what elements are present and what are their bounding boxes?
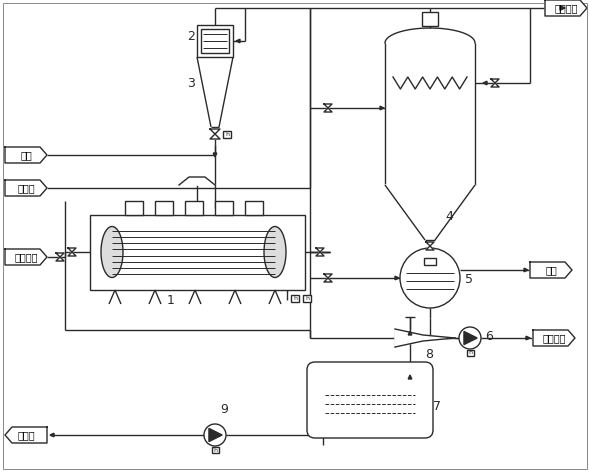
Polygon shape	[50, 433, 54, 437]
Ellipse shape	[101, 227, 123, 278]
Polygon shape	[210, 129, 220, 139]
Text: 8: 8	[425, 348, 433, 361]
Polygon shape	[395, 276, 399, 280]
Polygon shape	[5, 427, 47, 443]
Text: h: h	[213, 447, 217, 453]
Text: 二次蒸汽: 二次蒸汽	[554, 3, 578, 13]
Bar	[185, 201, 203, 215]
Text: 工艺水: 工艺水	[17, 183, 35, 193]
Polygon shape	[530, 262, 572, 278]
FancyBboxPatch shape	[307, 362, 433, 438]
Bar	[90, 215, 305, 290]
Polygon shape	[426, 242, 434, 250]
Text: h: h	[293, 295, 297, 301]
Text: h: h	[468, 351, 472, 355]
Polygon shape	[491, 79, 499, 87]
Polygon shape	[324, 274, 332, 282]
Circle shape	[400, 248, 460, 308]
Polygon shape	[408, 331, 412, 335]
Polygon shape	[179, 177, 215, 185]
Text: 清液: 清液	[545, 265, 557, 275]
Polygon shape	[408, 375, 412, 379]
Bar	[303, 295, 311, 302]
Polygon shape	[380, 106, 384, 110]
Polygon shape	[524, 268, 528, 272]
Bar	[215, 201, 233, 215]
Text: 9: 9	[220, 403, 228, 416]
Text: h: h	[305, 295, 309, 301]
Polygon shape	[213, 153, 217, 157]
Text: 6: 6	[485, 330, 493, 343]
Polygon shape	[560, 6, 565, 10]
Polygon shape	[464, 331, 477, 345]
Text: 二次蒸汽: 二次蒸汽	[542, 333, 566, 343]
Polygon shape	[197, 57, 233, 127]
Text: 饱和蒸汽: 饱和蒸汽	[14, 252, 38, 262]
Polygon shape	[395, 329, 455, 347]
Text: 去锅炉: 去锅炉	[17, 430, 35, 440]
Bar	[245, 201, 263, 215]
Polygon shape	[5, 180, 47, 196]
Polygon shape	[483, 81, 487, 85]
Text: 1: 1	[167, 294, 175, 307]
Polygon shape	[324, 104, 332, 112]
Polygon shape	[5, 249, 47, 265]
Text: 2: 2	[187, 30, 195, 43]
Bar	[125, 201, 143, 215]
Polygon shape	[316, 248, 324, 256]
Text: h: h	[225, 132, 229, 136]
Bar	[211, 447, 218, 453]
Polygon shape	[5, 147, 47, 163]
Bar	[223, 130, 231, 137]
Polygon shape	[209, 429, 222, 442]
Text: 3: 3	[187, 77, 195, 90]
Ellipse shape	[264, 227, 286, 278]
Polygon shape	[68, 248, 76, 256]
Text: 7: 7	[433, 400, 441, 413]
Bar	[155, 201, 173, 215]
Bar	[422, 12, 438, 26]
Polygon shape	[533, 330, 575, 346]
Polygon shape	[236, 39, 240, 43]
Bar	[467, 350, 474, 356]
Text: 5: 5	[465, 273, 473, 286]
Polygon shape	[385, 185, 475, 240]
Bar	[424, 258, 436, 265]
Text: 返料: 返料	[20, 150, 32, 160]
Circle shape	[459, 327, 481, 349]
Bar	[197, 25, 233, 57]
Bar	[291, 295, 299, 302]
Polygon shape	[56, 253, 64, 261]
Text: 4: 4	[445, 210, 453, 223]
Circle shape	[204, 424, 226, 446]
Polygon shape	[545, 0, 587, 16]
Bar	[201, 29, 229, 53]
Polygon shape	[526, 336, 530, 340]
